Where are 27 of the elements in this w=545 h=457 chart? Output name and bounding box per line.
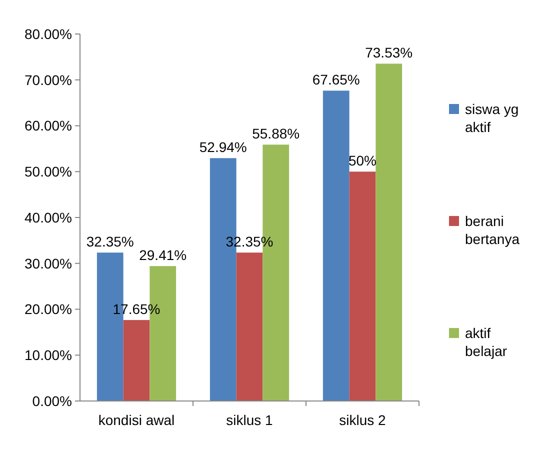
y-tick-label: 40.00% (24, 209, 72, 226)
data-label: 32.35% (86, 234, 134, 250)
y-tick-label: 20.00% (24, 301, 72, 318)
data-label: 73.53% (365, 44, 413, 61)
y-tick-label: 70.00% (24, 72, 72, 88)
y-tick-label: 60.00% (24, 118, 72, 134)
x-tick-label: kondisi awal (98, 412, 175, 428)
bar (322, 90, 350, 401)
y-tick-label: 0.00% (32, 392, 72, 409)
data-label: 55.88% (252, 126, 300, 142)
x-tick-label: siklus 1 (226, 412, 274, 428)
legend-label: siswa yg aktif (465, 100, 519, 136)
bar (376, 64, 402, 401)
y-tick-label: 50.00% (24, 164, 72, 180)
y-tick-label: 10.00% (24, 347, 72, 364)
legend-label: aktif belajar (465, 324, 508, 360)
data-label: 52.94% (199, 139, 247, 156)
y-tick-label: 80.00% (24, 26, 72, 42)
bar (123, 320, 150, 401)
y-tick-label: 30.00% (24, 255, 72, 272)
data-label: 67.65% (312, 72, 360, 88)
data-label: 29.41% (139, 247, 187, 264)
data-label: 50% (348, 152, 377, 169)
bar (236, 252, 263, 401)
legend-label: berani bertanya (465, 212, 520, 248)
x-tick-label: siklus 2 (339, 412, 386, 428)
bar (349, 172, 376, 401)
